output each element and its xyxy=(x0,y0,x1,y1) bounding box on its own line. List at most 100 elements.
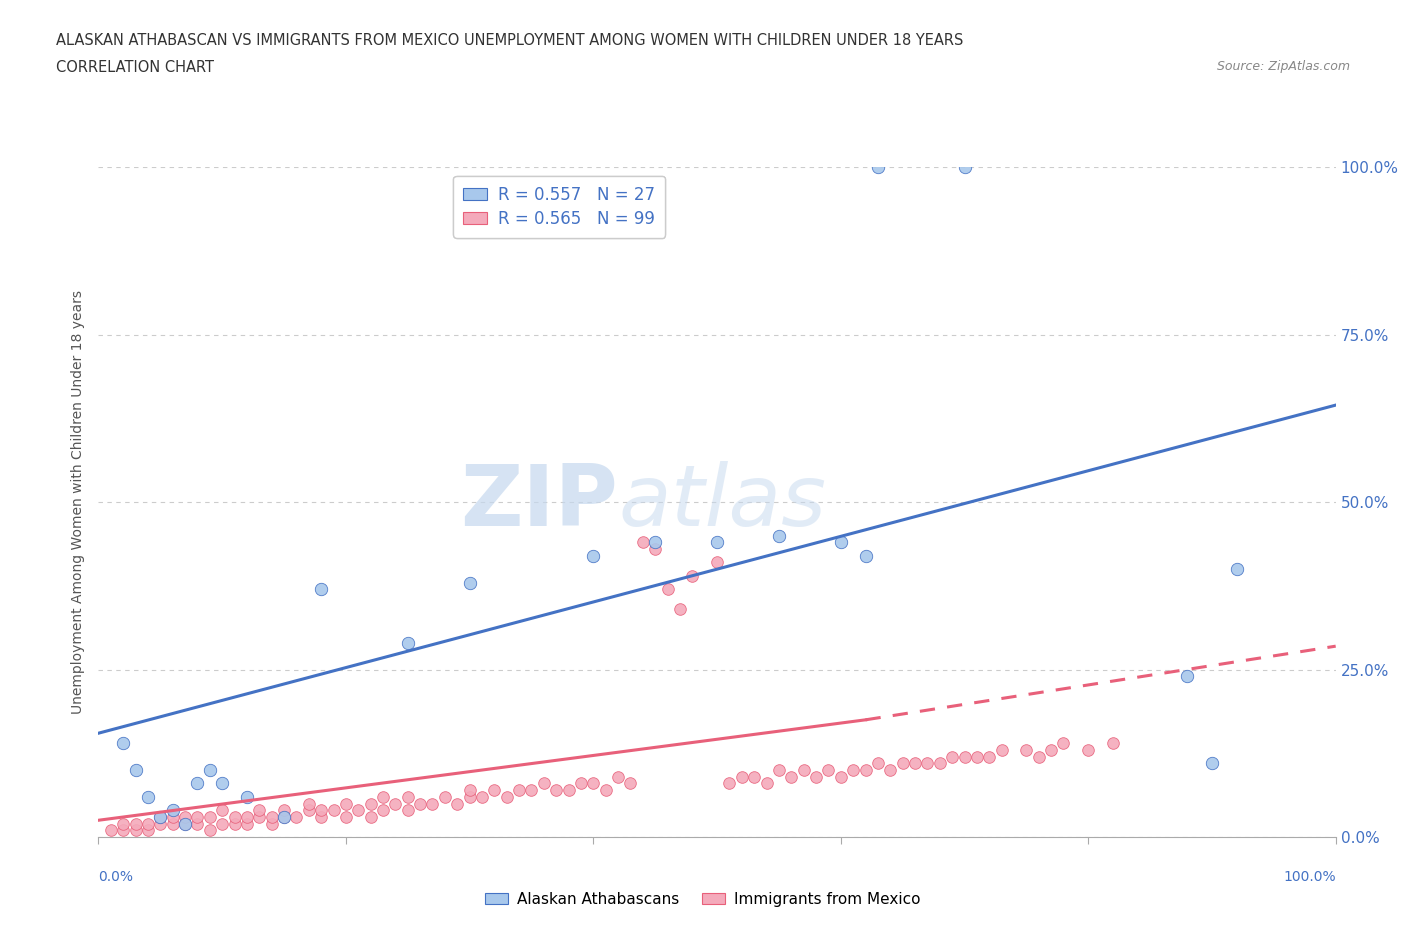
Point xyxy=(198,823,221,838)
Point xyxy=(422,796,444,811)
Point xyxy=(546,783,568,798)
Point xyxy=(866,160,889,175)
Point xyxy=(471,790,494,804)
Point xyxy=(582,549,605,564)
Point xyxy=(990,742,1012,757)
Point xyxy=(396,803,419,817)
Point xyxy=(768,528,790,543)
Text: 0.0%: 0.0% xyxy=(98,870,134,884)
Point xyxy=(484,783,506,798)
Point xyxy=(260,809,283,824)
Point xyxy=(891,756,914,771)
Point xyxy=(186,809,208,824)
Point xyxy=(112,817,135,831)
Point xyxy=(842,763,865,777)
Point xyxy=(409,796,432,811)
Text: ZIP: ZIP xyxy=(460,460,619,544)
Point xyxy=(607,769,630,784)
Point xyxy=(285,809,308,824)
Point xyxy=(755,776,778,790)
Point xyxy=(174,817,197,831)
Point xyxy=(433,790,456,804)
Point xyxy=(953,160,976,175)
Point xyxy=(953,750,976,764)
Point xyxy=(186,817,208,831)
Point xyxy=(335,796,357,811)
Point xyxy=(631,535,654,550)
Point xyxy=(731,769,754,784)
Point xyxy=(657,582,679,597)
Point xyxy=(211,803,233,817)
Point xyxy=(830,535,852,550)
Point xyxy=(198,763,221,777)
Point xyxy=(446,796,468,811)
Point xyxy=(904,756,927,771)
Point xyxy=(855,763,877,777)
Point xyxy=(371,790,394,804)
Point xyxy=(198,809,221,824)
Point xyxy=(224,809,246,824)
Point xyxy=(669,602,692,617)
Point xyxy=(211,817,233,831)
Text: ALASKAN ATHABASCAN VS IMMIGRANTS FROM MEXICO UNEMPLOYMENT AMONG WOMEN WITH CHILD: ALASKAN ATHABASCAN VS IMMIGRANTS FROM ME… xyxy=(56,33,963,47)
Point xyxy=(371,803,394,817)
Point xyxy=(309,809,332,824)
Point xyxy=(149,817,172,831)
Point xyxy=(520,783,543,798)
Point xyxy=(804,769,827,784)
Point xyxy=(162,803,184,817)
Point xyxy=(112,823,135,838)
Point xyxy=(174,809,197,824)
Point xyxy=(174,817,197,831)
Point xyxy=(1052,736,1074,751)
Point xyxy=(644,535,666,550)
Point xyxy=(458,783,481,798)
Point xyxy=(879,763,901,777)
Point xyxy=(347,803,370,817)
Point xyxy=(273,803,295,817)
Point xyxy=(793,763,815,777)
Point xyxy=(619,776,641,790)
Point xyxy=(1040,742,1063,757)
Point xyxy=(136,823,159,838)
Point xyxy=(124,823,146,838)
Point xyxy=(458,575,481,590)
Point xyxy=(298,796,321,811)
Point xyxy=(706,555,728,570)
Point xyxy=(124,763,146,777)
Point xyxy=(458,790,481,804)
Point xyxy=(817,763,839,777)
Text: CORRELATION CHART: CORRELATION CHART xyxy=(56,60,214,75)
Point xyxy=(162,817,184,831)
Point xyxy=(1015,742,1038,757)
Legend: Alaskan Athabascans, Immigrants from Mexico: Alaskan Athabascans, Immigrants from Mex… xyxy=(479,886,927,913)
Point xyxy=(508,783,530,798)
Point xyxy=(557,783,579,798)
Point xyxy=(966,750,988,764)
Point xyxy=(1028,750,1050,764)
Text: 100.0%: 100.0% xyxy=(1284,870,1336,884)
Point xyxy=(298,803,321,817)
Point xyxy=(309,803,332,817)
Point xyxy=(917,756,939,771)
Point xyxy=(124,817,146,831)
Point xyxy=(322,803,344,817)
Point xyxy=(384,796,406,811)
Point xyxy=(260,817,283,831)
Point xyxy=(979,750,1001,764)
Point xyxy=(211,776,233,790)
Point xyxy=(644,541,666,556)
Point xyxy=(136,790,159,804)
Point xyxy=(495,790,517,804)
Point xyxy=(396,635,419,650)
Point xyxy=(236,809,259,824)
Text: atlas: atlas xyxy=(619,460,827,544)
Point xyxy=(149,809,172,824)
Point xyxy=(273,809,295,824)
Point xyxy=(855,549,877,564)
Point xyxy=(236,817,259,831)
Point xyxy=(100,823,122,838)
Point xyxy=(1201,756,1223,771)
Point xyxy=(928,756,950,771)
Point xyxy=(941,750,963,764)
